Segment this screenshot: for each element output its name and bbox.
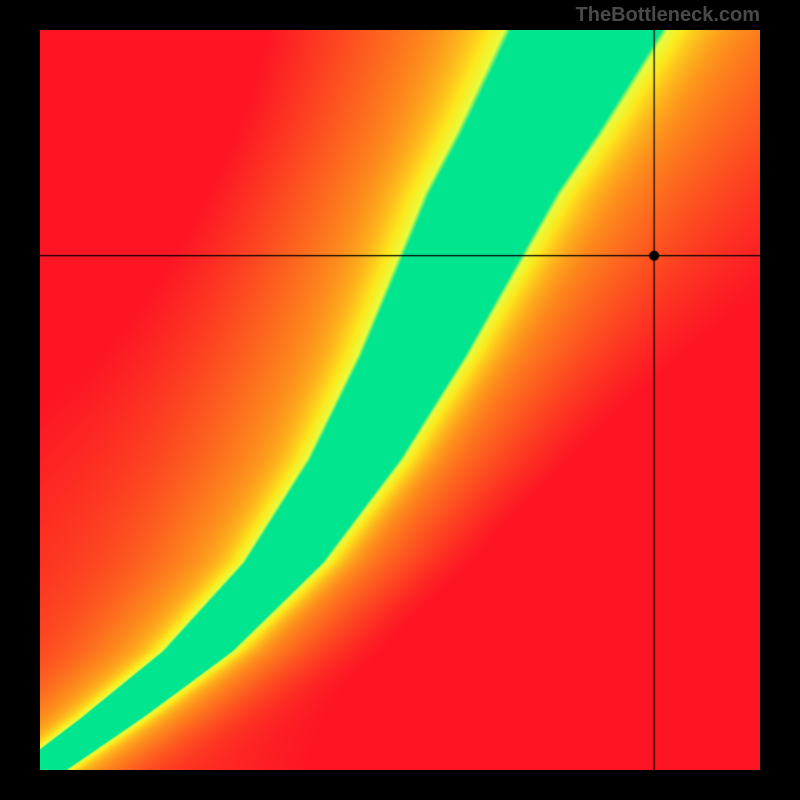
heatmap-canvas bbox=[40, 30, 760, 770]
watermark-text: TheBottleneck.com bbox=[576, 4, 760, 27]
heatmap-canvas-wrap bbox=[40, 30, 760, 770]
plot-area bbox=[40, 30, 760, 770]
